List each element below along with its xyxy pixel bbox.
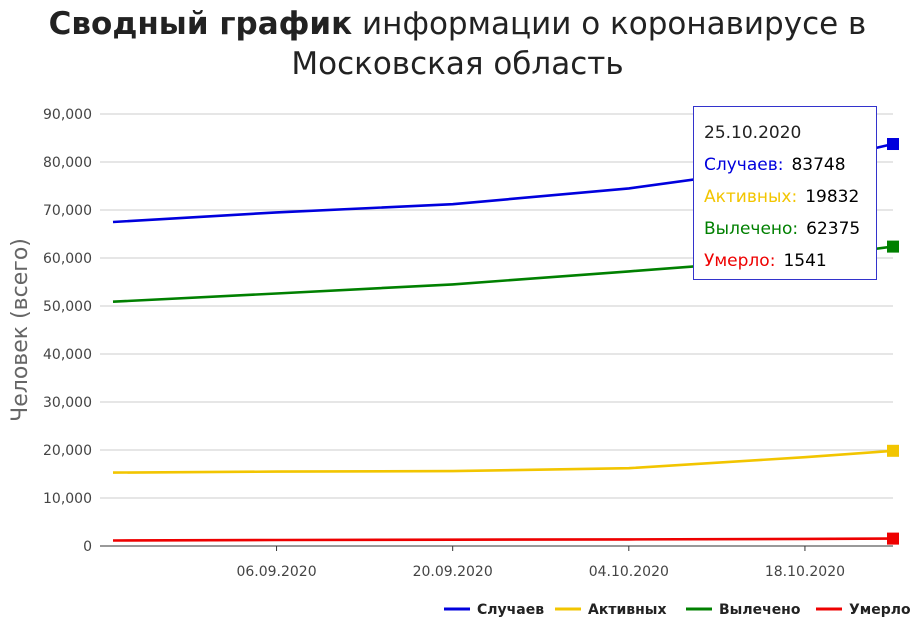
series-lines <box>112 142 894 542</box>
legend-label-active[interactable]: Активных <box>588 602 666 618</box>
grid-lines <box>100 113 893 547</box>
tooltip-label-active: Активных: <box>704 187 798 207</box>
y-tick-label: 80,000 <box>43 155 92 171</box>
tooltip-row-recovered: Вылечено: 62375 <box>704 213 866 245</box>
x-axis-ticks: 06.09.2020 20.09.2020 04.10.2020 18.10.2020 <box>236 546 845 580</box>
series-end-markers <box>887 138 899 545</box>
tooltip-label-deaths: Умерло: <box>704 251 776 271</box>
tooltip-date: 25.10.2020 <box>704 123 802 143</box>
y-tick-label: 70,000 <box>43 203 92 219</box>
tooltip-value-deaths: 1541 <box>783 251 827 271</box>
y-tick-label: 30,000 <box>43 395 92 411</box>
y-tick-label: 50,000 <box>43 299 92 315</box>
series-marker-cases[interactable] <box>887 138 899 151</box>
y-axis-label: Человек (всего) <box>8 238 33 422</box>
series-marker-active[interactable] <box>887 444 899 457</box>
legend-label-cases[interactable]: Случаев <box>477 602 544 618</box>
legend-label-recovered[interactable]: Вылечено <box>719 602 801 618</box>
y-tick-label: 0 <box>83 539 92 555</box>
chart-title-rest: информации о коронавирусе в <box>352 6 867 42</box>
legend: Случаев Активных Вылечено Умерло <box>444 602 911 618</box>
series-line-deaths[interactable] <box>112 537 894 542</box>
y-tick-label: 90,000 <box>43 107 92 123</box>
tooltip-row-active: Активных: 19832 <box>704 181 866 213</box>
tooltip-value-recovered: 62375 <box>806 219 861 239</box>
tooltip-row-cases: Случаев: 83748 <box>704 149 866 181</box>
y-tick-label: 10,000 <box>43 491 92 507</box>
y-tick-label: 20,000 <box>43 443 92 459</box>
x-tick-label: 18.10.2020 <box>765 564 845 580</box>
hover-tooltip: 25.10.2020 Случаев: 83748 Активных: 19832 … <box>693 106 877 280</box>
y-tick-label: 60,000 <box>43 251 92 267</box>
x-tick-label: 04.10.2020 <box>589 564 669 580</box>
y-tick-label: 40,000 <box>43 347 92 363</box>
chart-title: Сводный график информации о коронавирусе… <box>0 4 915 84</box>
tooltip-value-active: 19832 <box>805 187 860 207</box>
chart-title-bold: Сводный график <box>48 6 353 42</box>
series-marker-recovered[interactable] <box>887 240 899 253</box>
tooltip-row-deaths: Умерло: 1541 <box>704 245 866 277</box>
legend-label-deaths[interactable]: Умерло <box>849 602 911 618</box>
tooltip-label-cases: Случаев: <box>704 155 784 175</box>
x-tick-label: 06.09.2020 <box>236 564 316 580</box>
tooltip-label-recovered: Вылечено: <box>704 219 799 239</box>
tooltip-value-cases: 83748 <box>791 155 846 175</box>
series-marker-deaths[interactable] <box>887 532 899 545</box>
y-axis-ticks: 0 10,000 20,000 30,000 40,000 50,000 60,000 70,… <box>43 107 92 555</box>
x-tick-label: 20.09.2020 <box>413 564 493 580</box>
series-line-active[interactable] <box>112 449 894 474</box>
chart-title-line2: Московская область <box>291 46 624 82</box>
